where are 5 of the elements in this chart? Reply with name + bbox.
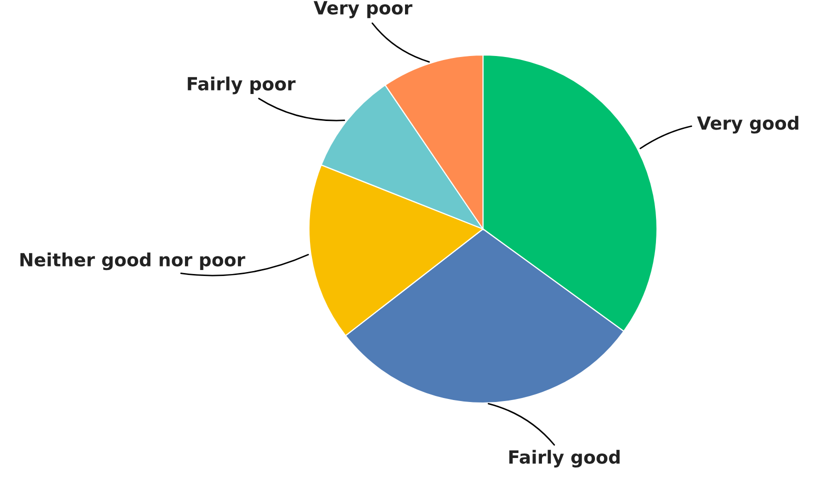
slice-label: Very poor <box>314 1 412 18</box>
slice-label: Neither good nor poor <box>20 252 246 270</box>
slice-label: Very good <box>697 116 798 134</box>
slice-label: Fairly poor <box>188 76 296 94</box>
slice-label: Fairly good <box>509 450 620 468</box>
